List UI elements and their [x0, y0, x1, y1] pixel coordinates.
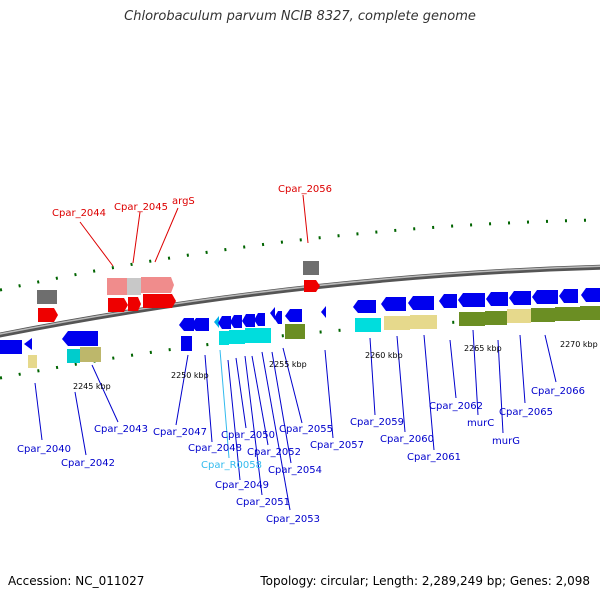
- gene-label-cpar-2066[interactable]: Cpar_2066: [531, 386, 585, 397]
- gene-label-cpar-2065[interactable]: Cpar_2065: [499, 407, 553, 418]
- gene-cpar-2056[interactable]: [304, 280, 320, 292]
- gene-cpar-2042[interactable]: [62, 331, 98, 346]
- gene-label-cpar-2047[interactable]: Cpar_2047: [153, 427, 207, 438]
- gene-label-cpar-2052[interactable]: Cpar_2052: [247, 447, 301, 458]
- gene-grey-2044[interactable]: [37, 290, 57, 304]
- leader-lines: [34, 194, 557, 511]
- gene-grey-2056[interactable]: [303, 261, 319, 275]
- gene-args-a[interactable]: [128, 297, 141, 311]
- tick-label-2255: 2255 kbp: [269, 360, 307, 369]
- gene-cpar-2044[interactable]: [38, 308, 58, 322]
- tick-label-2245: 2245 kbp: [73, 382, 111, 391]
- gene-cpar-2040[interactable]: [0, 340, 22, 354]
- gene-args-pink[interactable]: [141, 277, 174, 293]
- gene-label-cpar-2042[interactable]: Cpar_2042: [61, 458, 115, 469]
- genome-summary-text: Topology: circular; Length: 2,289,249 bp…: [260, 574, 590, 588]
- gene-grey-2045[interactable]: [127, 278, 141, 295]
- outer-tick-ring: [0, 218, 600, 292]
- gene-label-cpar-2049[interactable]: Cpar_2049: [215, 480, 269, 491]
- gene-label-murg[interactable]: murG: [492, 436, 520, 447]
- gene-label-cpar-2060[interactable]: Cpar_2060: [380, 434, 434, 445]
- forward-strand-genes: [37, 261, 320, 322]
- gene-args[interactable]: [143, 294, 176, 308]
- gene-pink-2045[interactable]: [107, 278, 127, 295]
- gene-label-cpar-2051[interactable]: Cpar_2051: [236, 497, 290, 508]
- tick-label-2270: 2270 kbp: [560, 340, 598, 349]
- gene-label-cpar-2053[interactable]: Cpar_2053: [266, 514, 320, 525]
- tick-label-2265: 2265 kbp: [464, 344, 502, 353]
- gene-label-cpar-2045[interactable]: Cpar_2045: [114, 202, 168, 213]
- gene-cpar-2047[interactable]: [179, 318, 194, 331]
- gene-label-cpar-2057[interactable]: Cpar_2057: [310, 440, 364, 451]
- genome-backbone: [0, 264, 600, 338]
- tick-label-2250: 2250 kbp: [171, 371, 209, 380]
- accession-text: Accession: NC_011027: [8, 574, 145, 588]
- gene-label-cpar-r0058[interactable]: Cpar_R0058: [201, 460, 262, 471]
- gene-label-cpar-2059[interactable]: Cpar_2059: [350, 417, 404, 428]
- gene-label-cpar-2040[interactable]: Cpar_2040: [17, 444, 71, 455]
- tick-label-2260: 2260 kbp: [365, 351, 403, 360]
- gene-label-cpar-2048[interactable]: Cpar_2048: [188, 443, 242, 454]
- gene-label-murc[interactable]: murC: [467, 418, 494, 429]
- gene-label-cpar-2056[interactable]: Cpar_2056: [278, 184, 332, 195]
- gene-label-cpar-2050[interactable]: Cpar_2050: [221, 430, 275, 441]
- reverse-strand-genes: [0, 288, 600, 368]
- gene-label-cpar-2062[interactable]: Cpar_2062: [429, 401, 483, 412]
- gene-label-cpar-2061[interactable]: Cpar_2061: [407, 452, 461, 463]
- gene-label-cpar-2054[interactable]: Cpar_2054: [268, 465, 322, 476]
- gene-cpar-2045[interactable]: [108, 298, 128, 312]
- gene-label-args[interactable]: argS: [172, 196, 195, 207]
- gene-label-cpar-2044[interactable]: Cpar_2044: [52, 208, 106, 219]
- gene-label-cpar-2043[interactable]: Cpar_2043: [94, 424, 148, 435]
- genome-title: Chlorobaculum parvum NCIB 8327, complete…: [124, 9, 476, 24]
- gene-label-cpar-2055[interactable]: Cpar_2055: [279, 424, 333, 435]
